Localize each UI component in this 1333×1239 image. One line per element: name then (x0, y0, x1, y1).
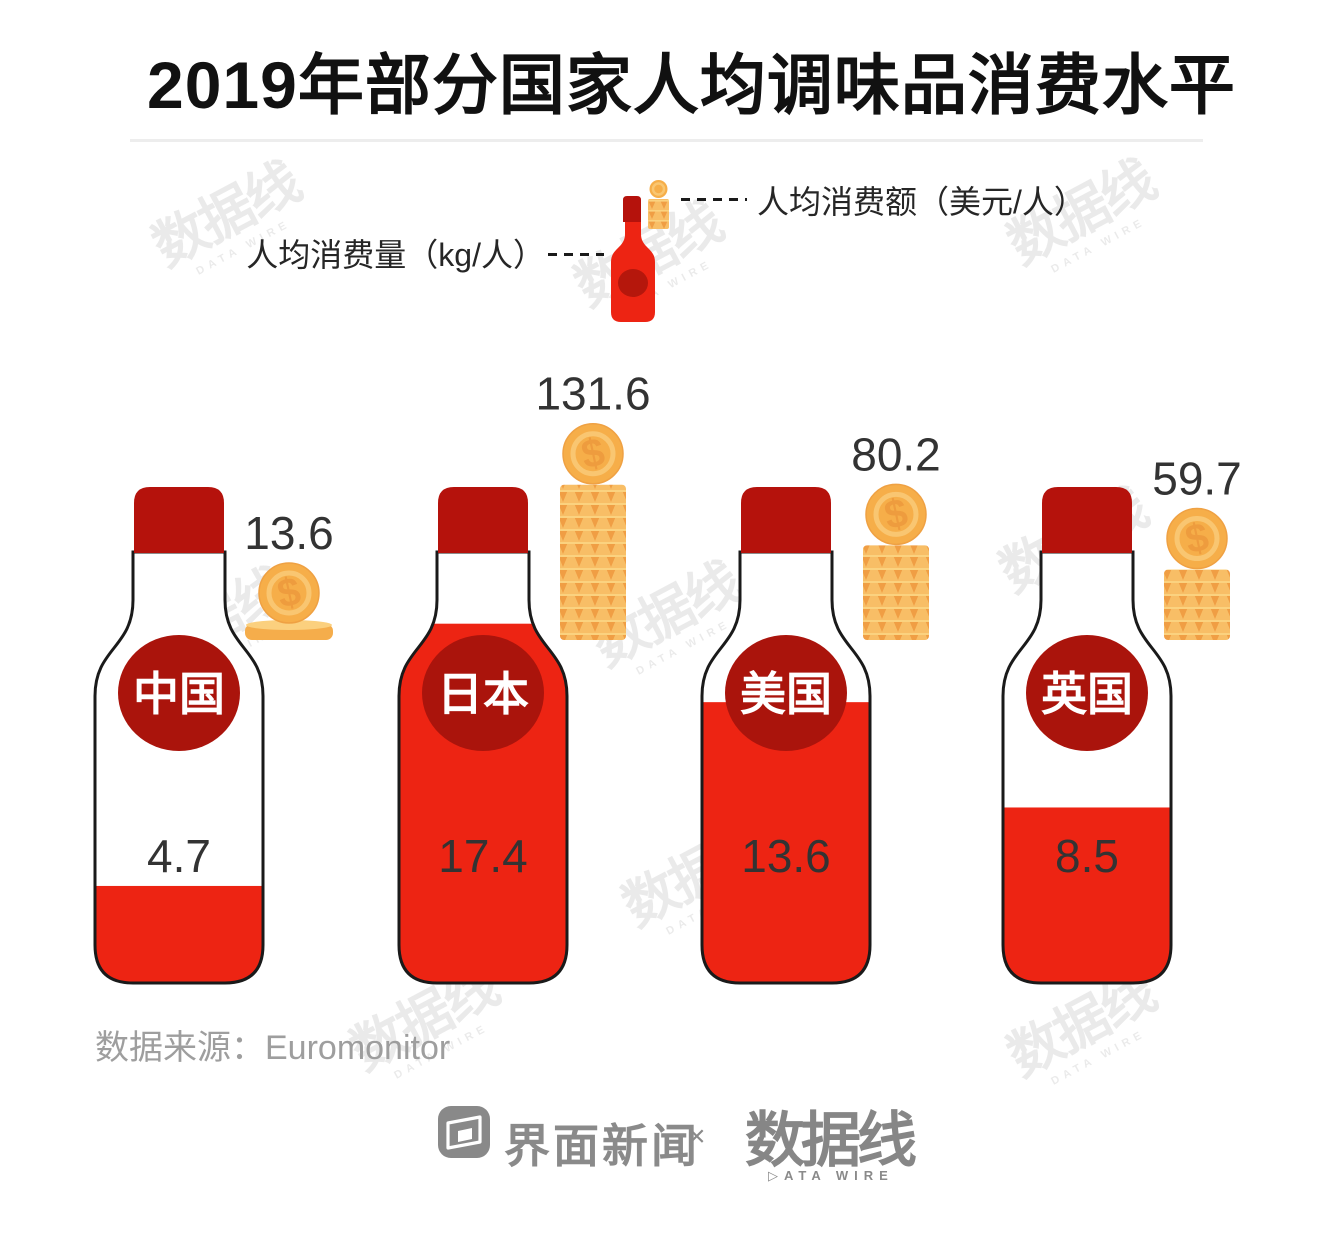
quantity-value-label: 17.4 (438, 830, 528, 882)
page-title: 2019年部分国家人均调味品消费水平 (147, 48, 1236, 122)
data-source: 数据来源：Euromonitor (95, 1029, 451, 1067)
dollar-coin-icon: $ (562, 422, 624, 485)
quantity-value-label: 4.7 (147, 830, 211, 882)
amount-value-label: 131.6 (535, 368, 650, 420)
jiemian-news-logo-text: 界面新闻 (504, 1120, 700, 1172)
bottle-outline (700, 550, 872, 985)
dollar-coin-icon: $ (1166, 507, 1228, 570)
bottle-outline (397, 550, 569, 985)
amount-value-label: 80.2 (851, 428, 941, 480)
country-badge (118, 635, 240, 751)
legend-amount-label: 人均消费额（美元/人） (757, 184, 1086, 220)
bottle-group-usa: 美国 13.6 $80.2 (700, 428, 941, 985)
country-badge (725, 635, 847, 751)
country-label: 英国 (1041, 668, 1133, 720)
country-badge (422, 635, 544, 751)
bottle-outline (93, 550, 265, 985)
legend-connector-left (548, 253, 604, 256)
bottle-cap (134, 487, 224, 553)
legend-connector-right (681, 198, 747, 201)
bottle-cap (438, 487, 528, 553)
datawire-logo-text: 数据线 (745, 1107, 917, 1174)
country-label: 中国 (133, 668, 225, 720)
amount-value-label: 13.6 (244, 507, 334, 559)
coin-stack (1164, 569, 1230, 640)
dollar-coin-icon: $ (865, 483, 927, 546)
legend-coin-stack-icon (648, 180, 669, 229)
coin-disc (245, 620, 333, 640)
bottle-cap (1042, 487, 1132, 553)
bottle-outline (1001, 550, 1173, 985)
quantity-value-label: 8.5 (1055, 830, 1119, 882)
bottle-group-china: 中国 4.7 $13.6 (93, 487, 334, 985)
amount-value-label: 59.7 (1152, 453, 1242, 505)
bottle-cap (741, 487, 831, 553)
collab-x-separator: × (688, 1120, 706, 1153)
legend-quantity-label: 人均消费量（kg/人） (246, 237, 545, 273)
datawire-logo-subtext: ▷ATA WIRE (768, 1168, 894, 1183)
legend-bottle-icon (611, 180, 669, 322)
legend-bottle-shape (611, 196, 655, 322)
title-divider (130, 139, 1203, 142)
country-label: 美国 (740, 668, 832, 720)
bottle-group-uk: 英国 8.5 $59.7 (1001, 453, 1242, 985)
coin-stack (560, 484, 626, 640)
bottle-fill-level (95, 885, 263, 983)
country-badge (1026, 635, 1148, 751)
quantity-value-label: 13.6 (741, 830, 831, 882)
country-label: 日本 (437, 668, 529, 720)
coin-stack (863, 545, 929, 640)
bottle-group-japan: 日本 17.4 $131.6 (397, 368, 651, 985)
dollar-coin-icon: $ (258, 562, 320, 624)
bottle-fill-level (1003, 807, 1171, 983)
jiemian-news-icon (438, 1106, 490, 1158)
